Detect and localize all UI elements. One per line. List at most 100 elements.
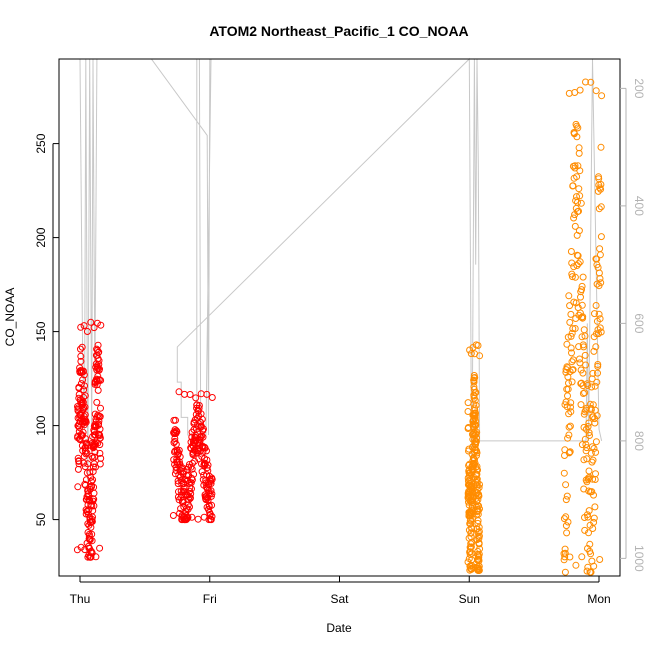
data-point <box>96 413 104 421</box>
data-point <box>569 366 577 374</box>
data-point <box>577 293 584 301</box>
data-point <box>597 143 605 151</box>
y-axis: 50 100 150 200 250 <box>34 133 59 526</box>
data-point <box>565 292 573 300</box>
data-point <box>188 485 195 493</box>
data-point <box>81 382 88 390</box>
data-point <box>576 355 583 363</box>
x-tick-label: Thu <box>70 592 91 606</box>
data-point <box>84 487 92 495</box>
data-point <box>466 473 474 481</box>
data-point <box>475 484 483 492</box>
data-point <box>596 275 604 282</box>
data-point <box>575 185 583 193</box>
data-point <box>568 349 575 357</box>
data-point <box>561 545 569 553</box>
x-tick-label: Fri <box>203 592 217 606</box>
y-tick-label: 50 <box>34 513 48 527</box>
data-point <box>565 431 573 439</box>
data-point <box>74 465 82 473</box>
x-tick-label: Mon <box>587 592 610 606</box>
data-point <box>589 475 597 483</box>
data-point <box>583 404 590 412</box>
data-point <box>97 404 104 412</box>
data-point <box>571 273 579 281</box>
data-point <box>95 417 103 425</box>
data-point <box>464 408 472 415</box>
data-point <box>476 352 484 360</box>
data-point <box>593 412 601 420</box>
data-point <box>471 410 479 418</box>
data-point <box>588 443 596 451</box>
data-point <box>567 399 575 407</box>
data-point <box>568 358 576 366</box>
x-tick-label: Sun <box>459 592 480 606</box>
data-point <box>475 528 483 535</box>
data-point <box>564 392 571 400</box>
data-point <box>75 457 83 465</box>
data-point <box>473 428 481 436</box>
data-point <box>172 416 179 424</box>
data-point <box>597 328 605 336</box>
data-point <box>586 540 594 548</box>
data-point <box>476 481 483 488</box>
data-point <box>472 388 480 396</box>
data-point <box>200 425 207 433</box>
data-point <box>186 494 194 502</box>
data-point <box>579 273 587 281</box>
data-point <box>590 518 598 526</box>
data-point <box>567 310 575 318</box>
data-point <box>96 434 104 442</box>
data-point <box>574 252 582 260</box>
pressure-line-layer <box>79 57 603 500</box>
data-point <box>569 325 577 333</box>
data-point <box>476 545 484 553</box>
data-point <box>596 556 604 563</box>
data-point <box>574 260 582 268</box>
data-point <box>585 429 593 437</box>
data-point <box>567 332 575 340</box>
data-point <box>592 470 599 478</box>
data-point <box>581 351 589 359</box>
data-point <box>591 382 599 390</box>
data-point <box>473 470 481 478</box>
data-point <box>575 149 583 157</box>
data-point <box>91 431 99 439</box>
data-point <box>597 185 605 193</box>
data-point <box>88 502 96 510</box>
data-point <box>179 498 187 506</box>
data-point <box>586 432 593 439</box>
data-point <box>198 415 206 423</box>
data-point <box>576 258 584 266</box>
data-point <box>592 448 600 456</box>
data-point <box>77 323 85 331</box>
data-point <box>471 374 479 381</box>
data-point <box>475 550 483 558</box>
data-point <box>565 423 573 431</box>
data-point <box>472 401 480 409</box>
data-point <box>468 538 476 546</box>
data-point <box>580 326 588 334</box>
data-point <box>595 310 603 318</box>
data-point <box>204 494 212 502</box>
data-point <box>566 318 574 326</box>
data-point <box>203 456 211 464</box>
data-point <box>207 516 215 524</box>
data-point <box>571 162 579 170</box>
data-point <box>578 286 585 294</box>
data-point <box>94 386 102 394</box>
data-point <box>197 433 204 441</box>
y-tick-label: 100 <box>34 415 48 435</box>
data-point <box>472 421 480 429</box>
data-point <box>561 568 569 576</box>
data-point <box>82 450 90 458</box>
data-point <box>87 318 95 326</box>
data-point <box>568 378 576 386</box>
data-point <box>467 350 475 358</box>
data-point <box>577 401 585 409</box>
data-point <box>80 459 88 467</box>
data-point <box>207 492 215 500</box>
data-point <box>573 122 581 130</box>
data-point <box>566 302 574 310</box>
